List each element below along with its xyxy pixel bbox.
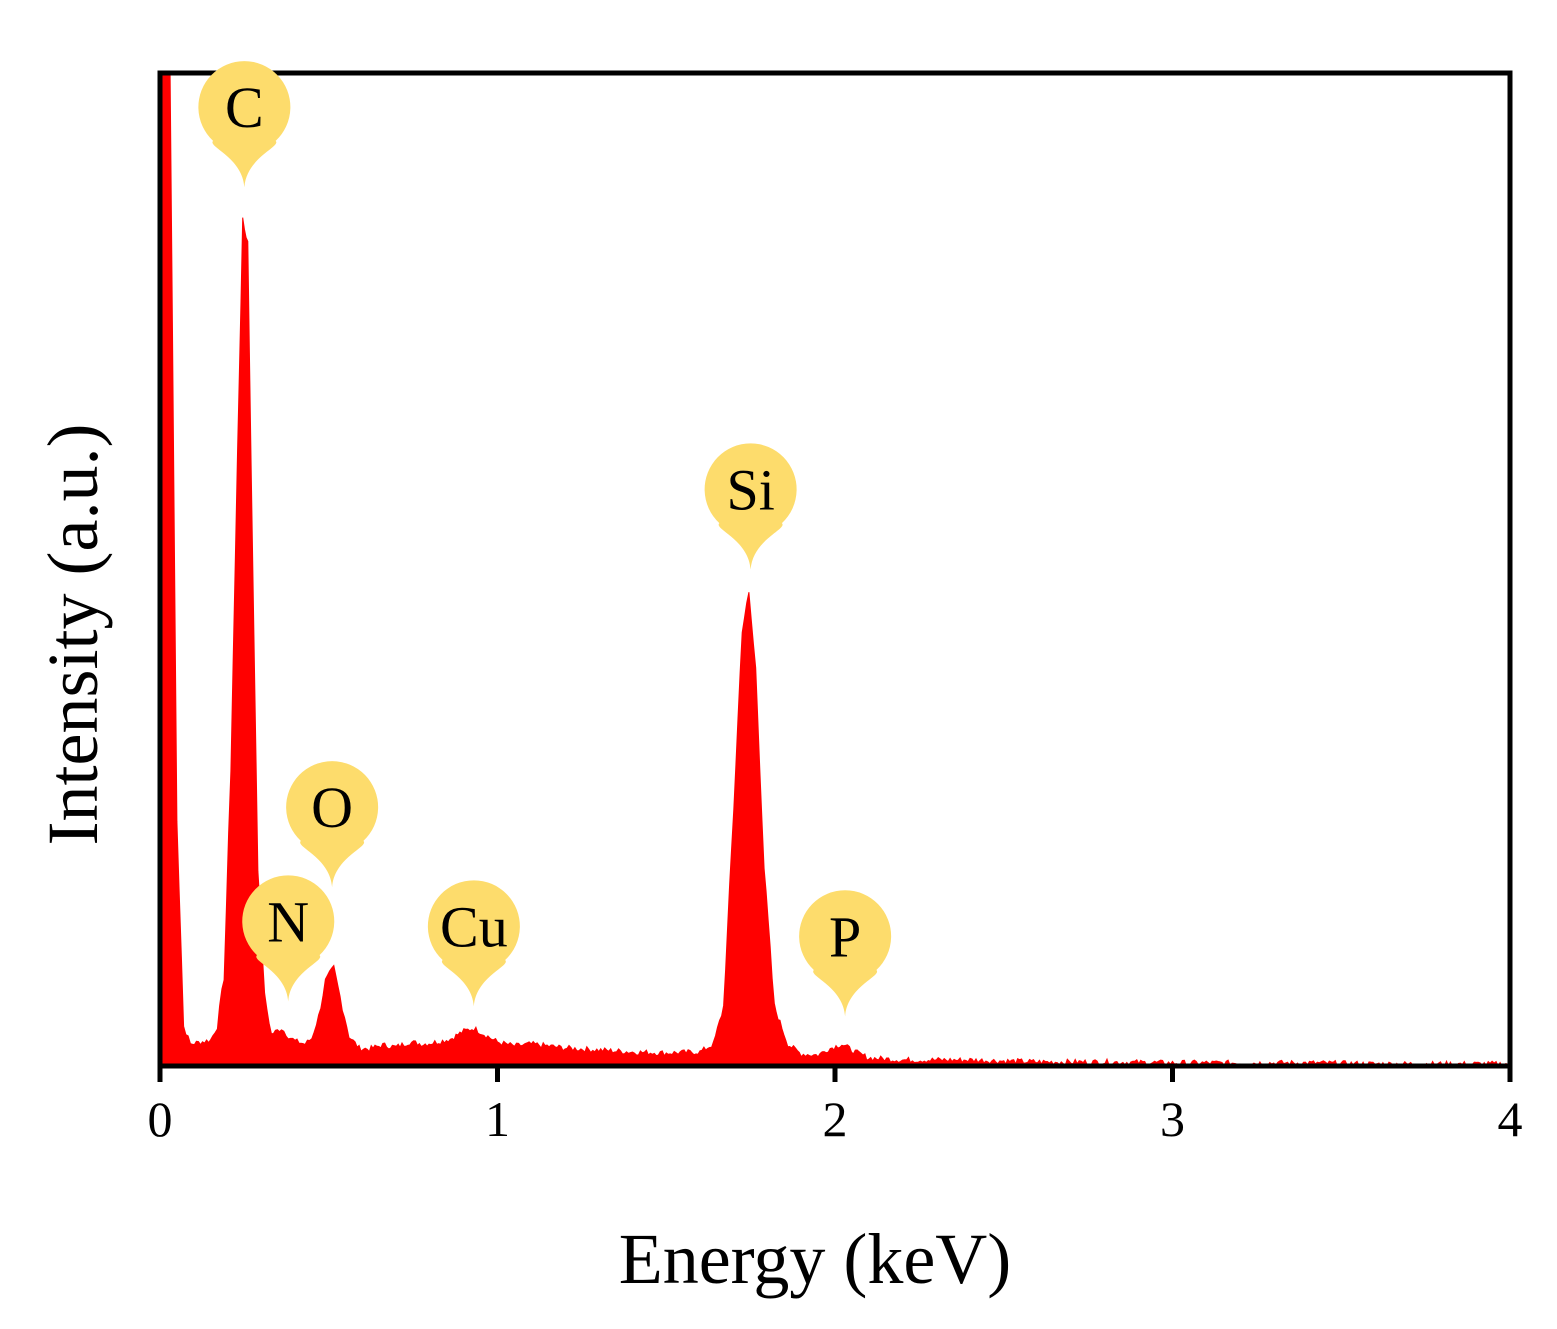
x-tick-label: 1 — [485, 1091, 510, 1147]
x-axis-title: Energy (keV) — [619, 1219, 1012, 1299]
marker-n: N — [242, 875, 335, 1002]
pin-shape — [242, 875, 335, 1002]
marker-o: O — [286, 761, 379, 888]
marker-label: N — [267, 889, 309, 954]
x-tick-label: 0 — [148, 1091, 173, 1147]
x-tick-label: 3 — [1160, 1091, 1185, 1147]
marker-label: O — [311, 775, 353, 840]
marker-cu: Cu — [427, 880, 520, 1007]
marker-p: P — [799, 890, 892, 1017]
marker-label: Cu — [440, 894, 508, 959]
x-axis: 0 1 2 3 4 — [148, 1066, 1523, 1147]
y-axis-title: Intensity (a.u.) — [33, 424, 113, 846]
marker-label: Si — [726, 457, 774, 522]
marker-c: C — [198, 61, 291, 188]
x-tick-label: 4 — [1498, 1091, 1523, 1147]
annotation-markers: C NO Cu Si P — [198, 61, 892, 1017]
pin-shape — [286, 761, 379, 888]
pin-shape — [799, 890, 892, 1017]
pin-shape — [704, 443, 797, 570]
pin-shape — [198, 61, 291, 188]
x-tick-label: 2 — [823, 1091, 848, 1147]
marker-label: C — [225, 75, 264, 140]
pin-shape — [427, 880, 520, 1007]
marker-label: P — [829, 904, 861, 969]
marker-si: Si — [704, 443, 797, 570]
